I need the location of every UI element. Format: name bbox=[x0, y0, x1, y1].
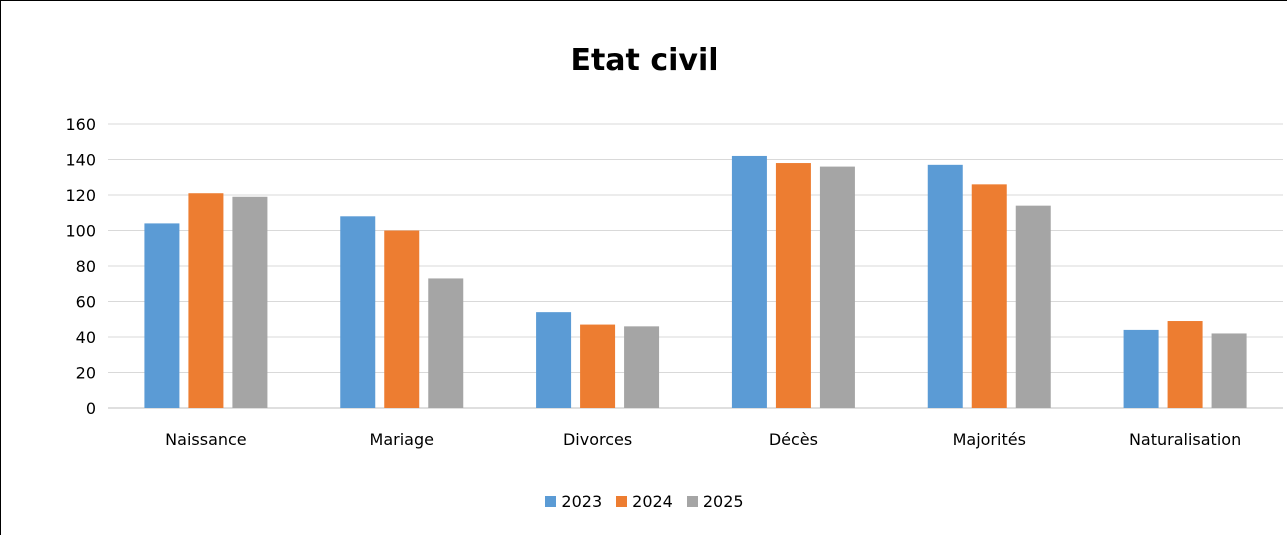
bar-2025-mariage bbox=[428, 278, 464, 408]
x-tick-label: Majorités bbox=[953, 430, 1026, 449]
bar-2025-naissance bbox=[232, 196, 268, 408]
y-tick-label: 140 bbox=[65, 151, 96, 170]
legend-item-2025: 2025 bbox=[686, 492, 744, 511]
x-tick-label: Divorces bbox=[563, 430, 632, 449]
legend-swatch bbox=[545, 496, 557, 507]
bar-2025-décès bbox=[819, 166, 855, 408]
chart-title: Etat civil bbox=[570, 43, 719, 78]
legend-swatch bbox=[686, 496, 698, 507]
legend: 2023 2024 2025 bbox=[1, 492, 1287, 511]
y-tick-label: 60 bbox=[76, 293, 96, 312]
bar-2025-naturalisation bbox=[1211, 333, 1247, 408]
legend-label: 2023 bbox=[561, 492, 603, 511]
legend-item-2024: 2024 bbox=[616, 492, 673, 511]
bar-2024-divorces bbox=[580, 324, 616, 408]
legend-item-2023: 2023 bbox=[545, 492, 602, 511]
x-tick-label: Naissance bbox=[165, 430, 246, 449]
bar-2023-mariage bbox=[340, 216, 376, 408]
legend-label: 2024 bbox=[632, 492, 673, 511]
bar-2025-divorces bbox=[624, 326, 660, 408]
x-tick-label: Naturalisation bbox=[1129, 430, 1241, 449]
y-tick-label: 20 bbox=[76, 364, 96, 383]
y-tick-label: 160 bbox=[65, 115, 96, 134]
bar-2023-majorités bbox=[927, 164, 963, 408]
y-tick-label: 100 bbox=[65, 222, 96, 241]
legend-label: 2025 bbox=[702, 492, 744, 511]
x-tick-label: Décès bbox=[769, 430, 818, 449]
legend-swatch bbox=[616, 496, 628, 507]
bar-2025-majorités bbox=[1015, 205, 1051, 408]
y-tick-label: 120 bbox=[65, 186, 96, 205]
bar-2024-naissance bbox=[188, 193, 224, 408]
bar-2024-mariage bbox=[384, 230, 420, 408]
bar-2023-divorces bbox=[536, 312, 572, 408]
bar-2024-décès bbox=[775, 163, 811, 408]
y-tick-label: 80 bbox=[76, 257, 96, 276]
bar-2023-décès bbox=[731, 155, 767, 408]
y-tick-label: 40 bbox=[76, 328, 96, 347]
bar-2023-naturalisation bbox=[1123, 329, 1159, 408]
bar-2024-majorités bbox=[971, 184, 1007, 408]
y-tick-label: 0 bbox=[86, 399, 96, 418]
bar-2023-naissance bbox=[144, 223, 180, 408]
bar-2024-naturalisation bbox=[1167, 321, 1203, 408]
x-tick-label: Mariage bbox=[370, 430, 434, 449]
